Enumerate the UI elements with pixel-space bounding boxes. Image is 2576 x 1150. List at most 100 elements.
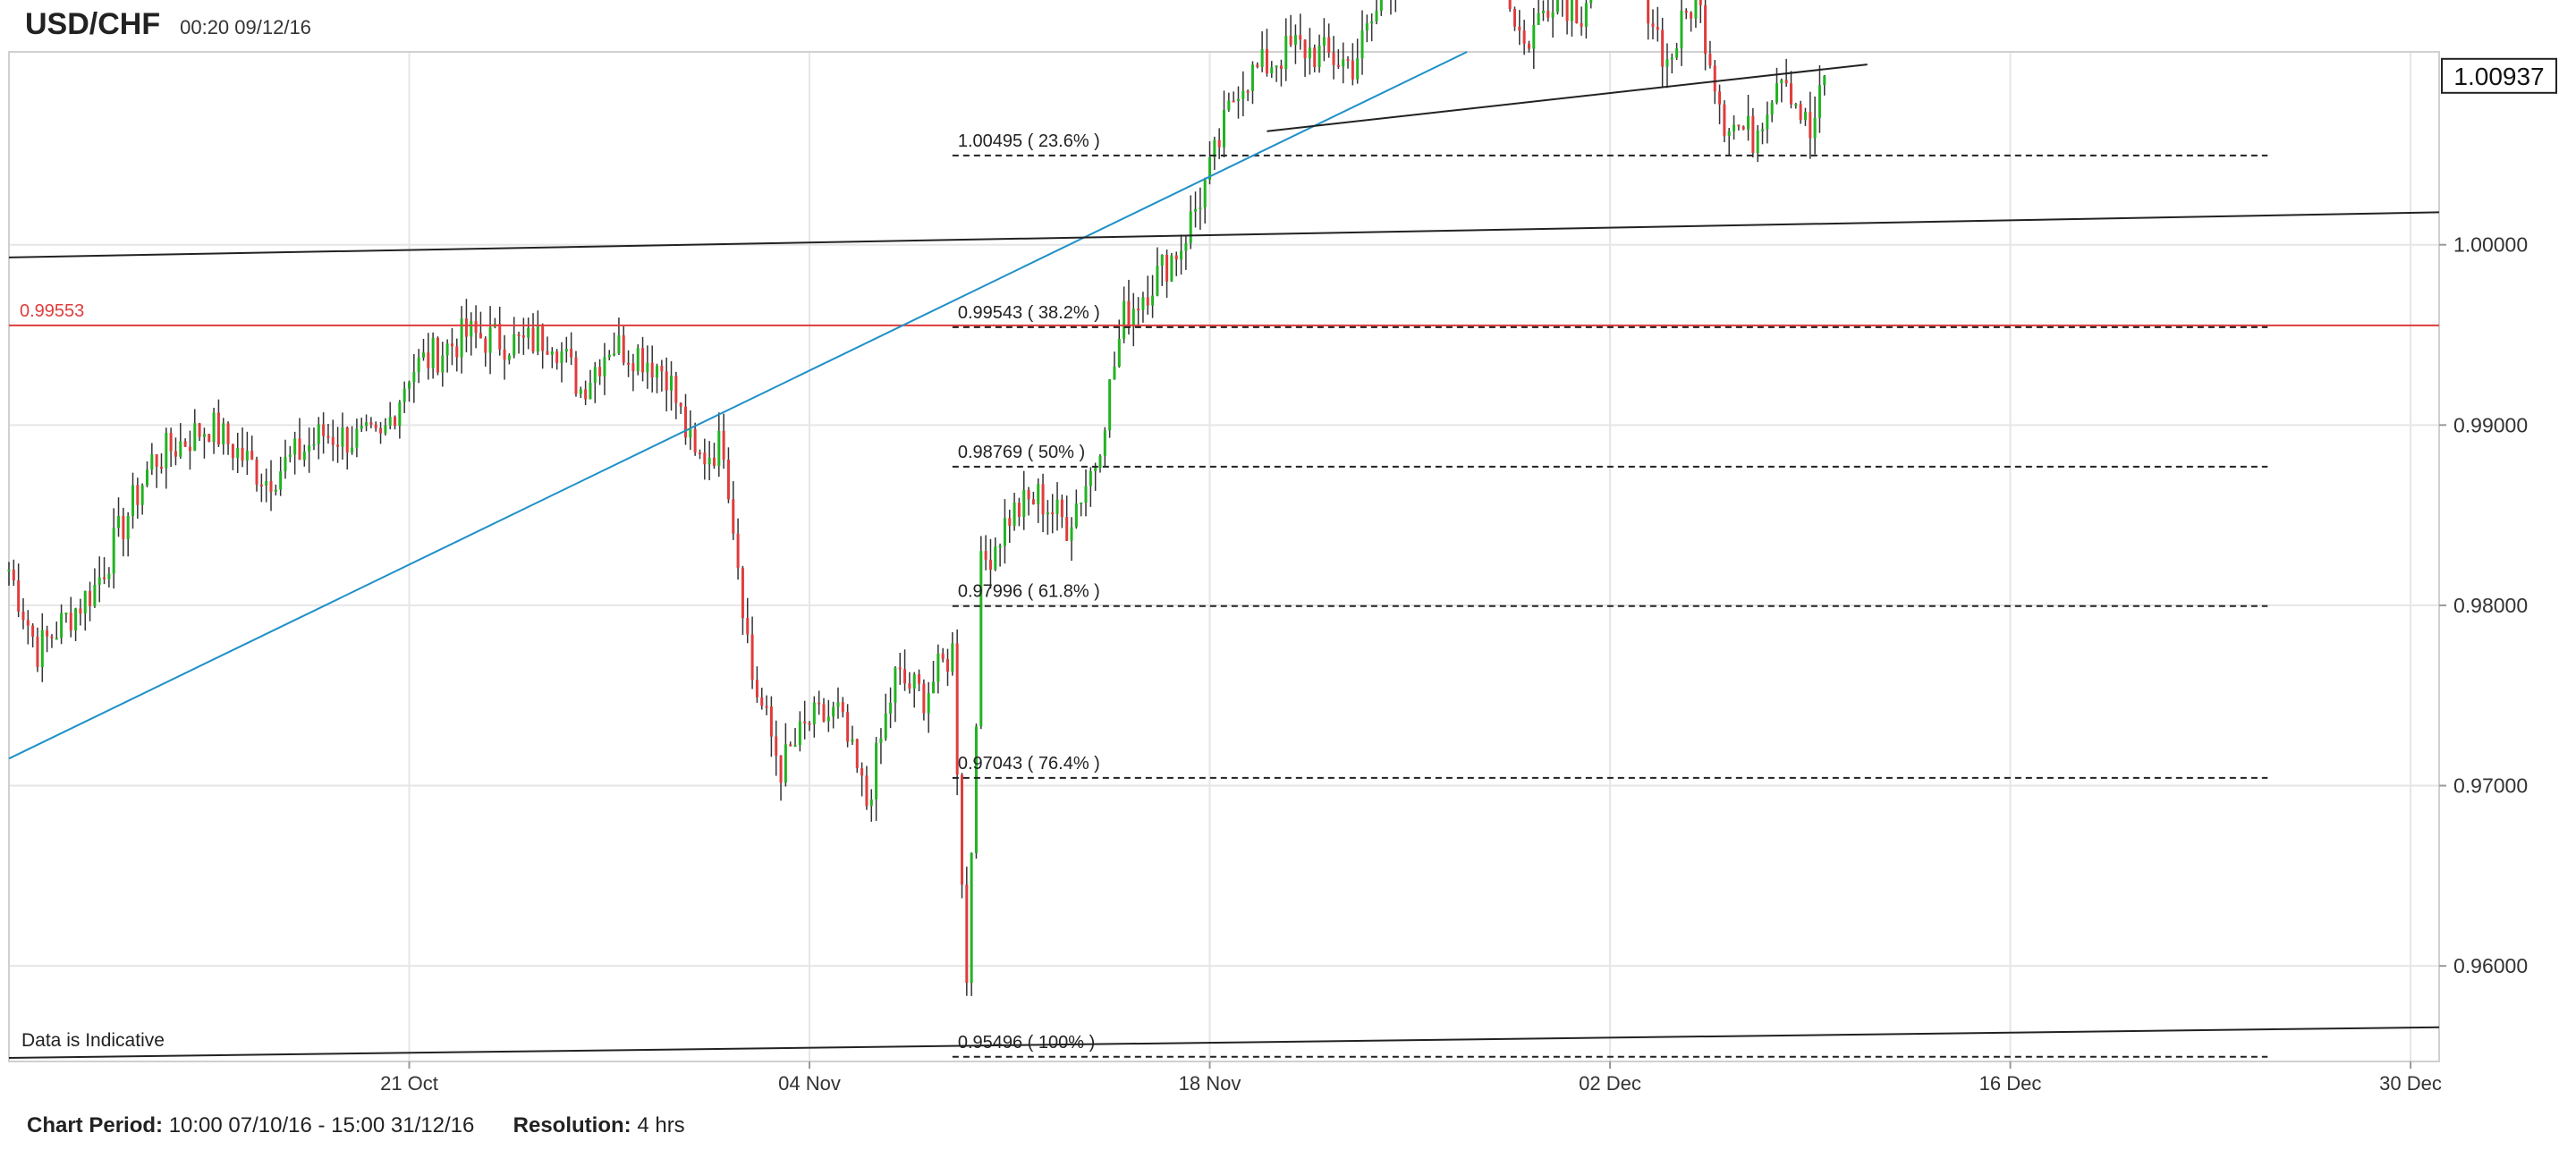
candle — [1137, 297, 1140, 328]
candle — [822, 698, 826, 723]
candle — [1647, 0, 1650, 40]
candle — [746, 597, 750, 644]
candle — [1670, 53, 1674, 74]
candle-body — [665, 371, 668, 391]
candle-body — [1570, 0, 1573, 21]
candle — [1151, 275, 1155, 318]
candle-body — [31, 625, 35, 637]
candle — [131, 472, 135, 529]
candle — [712, 443, 716, 469]
candle-body — [408, 382, 411, 389]
candle — [1751, 107, 1755, 158]
candle-body — [1670, 57, 1674, 60]
candle — [717, 412, 721, 478]
candle-body — [1809, 112, 1812, 139]
candle — [836, 687, 840, 719]
candle — [531, 313, 535, 354]
candle — [1799, 100, 1802, 124]
candle-body — [912, 674, 916, 689]
candle — [1322, 18, 1326, 62]
candle-body — [1818, 85, 1821, 118]
candle-body — [994, 546, 997, 571]
candle-body — [1156, 266, 1159, 296]
candle-body — [798, 721, 801, 746]
candle-body — [1699, 0, 1702, 5]
candle — [445, 339, 449, 373]
candle-body — [1527, 43, 1530, 49]
candle-body — [941, 653, 945, 660]
candle — [674, 371, 678, 419]
candle-body — [879, 738, 883, 743]
candle-body — [7, 570, 11, 572]
fib-level-label: 0.97043 ( 76.4% ) — [958, 754, 1100, 774]
candle-body — [513, 334, 516, 356]
candle-body — [1713, 65, 1716, 92]
candle-body — [317, 424, 320, 444]
candle — [1003, 499, 1006, 564]
candle-body — [122, 516, 125, 540]
candle-body — [693, 428, 697, 453]
candle — [1699, 0, 1702, 23]
candle-body — [656, 366, 659, 378]
candle — [288, 445, 292, 463]
candle — [188, 430, 191, 470]
candle-body — [1180, 250, 1183, 260]
candle-body — [1213, 140, 1216, 157]
trendline[interactable] — [8, 211, 2440, 258]
candle-body — [1275, 65, 1278, 68]
candle — [613, 332, 616, 357]
candle — [617, 317, 621, 355]
candle-body — [1656, 27, 1659, 30]
candle-body — [708, 457, 711, 465]
candle — [1575, 0, 1579, 24]
candle-body — [875, 742, 878, 800]
candle — [1022, 470, 1026, 530]
candle-body — [793, 745, 797, 748]
candle-body — [603, 357, 606, 376]
candle-body — [622, 335, 625, 363]
trendline[interactable] — [8, 1026, 2440, 1059]
candle — [1265, 29, 1268, 77]
candle-body — [898, 667, 902, 670]
candle — [846, 704, 850, 748]
candle — [1131, 292, 1135, 347]
candle — [1232, 91, 1235, 103]
candle — [269, 460, 273, 512]
candle-body — [55, 638, 58, 640]
candle-body — [1174, 255, 1178, 260]
candle-body — [69, 613, 72, 630]
candle — [169, 427, 173, 468]
candle — [932, 661, 936, 694]
candle — [1051, 494, 1055, 534]
candle — [1651, 9, 1655, 39]
trendline[interactable] — [1267, 63, 1868, 132]
candle-body — [1518, 26, 1521, 31]
candle-body — [36, 636, 39, 668]
candle — [450, 327, 453, 366]
candle-body — [1303, 39, 1307, 59]
symbol-title: USD/CHF — [25, 7, 161, 41]
candle-body — [302, 451, 306, 461]
candle-body — [155, 454, 158, 468]
candle — [60, 604, 64, 645]
candle-body — [1027, 489, 1030, 500]
x-tick-label: 21 Oct — [380, 1072, 438, 1095]
candle-body — [97, 577, 101, 586]
candle — [193, 409, 197, 452]
candle-body — [546, 351, 549, 355]
candle — [1351, 43, 1354, 86]
candle-body — [259, 484, 263, 486]
candle — [470, 312, 473, 356]
trendlines — [8, 51, 2440, 1059]
candle — [1236, 86, 1240, 119]
trendline[interactable] — [8, 51, 1468, 760]
candle-body — [1360, 30, 1364, 59]
candle — [183, 438, 187, 447]
candle-body — [60, 613, 64, 638]
candle-body — [484, 338, 487, 353]
candle — [927, 681, 930, 733]
candle — [122, 507, 125, 557]
candle — [1046, 500, 1049, 535]
candle — [851, 725, 854, 745]
